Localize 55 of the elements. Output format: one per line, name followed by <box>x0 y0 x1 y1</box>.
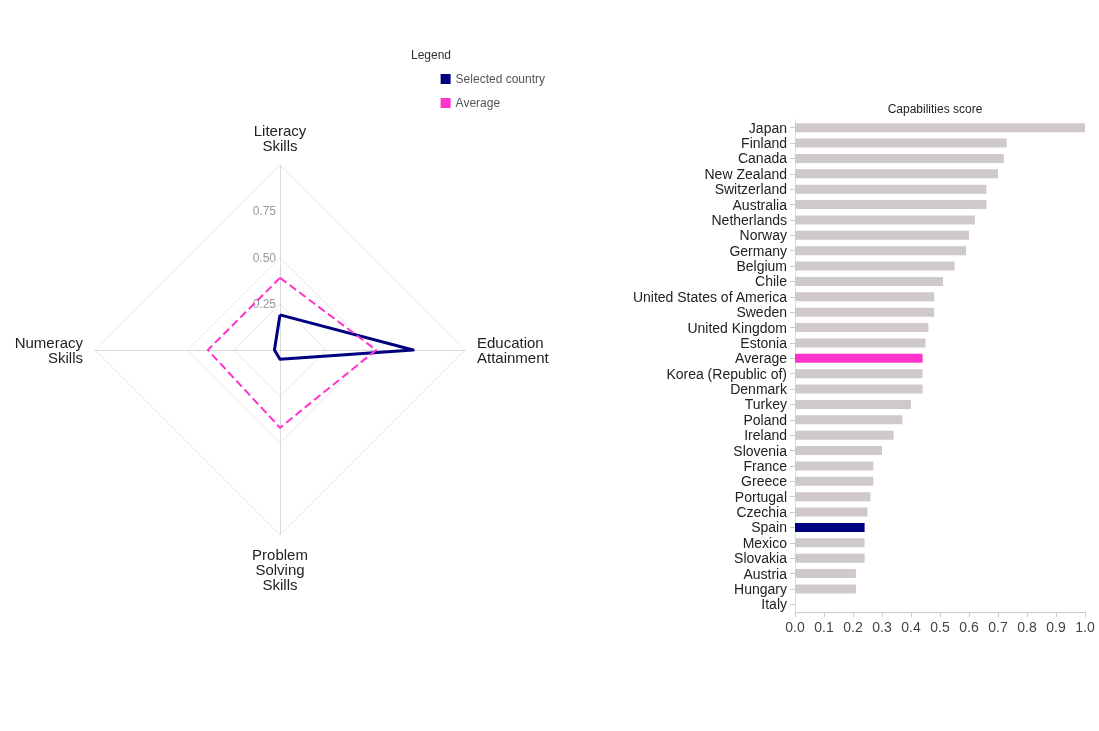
x-tick-label: 1.0 <box>1075 619 1095 635</box>
y-tick-label: France <box>743 457 788 474</box>
y-tick-label: Spain <box>751 519 787 536</box>
y-tick-label: Average <box>735 350 788 367</box>
x-tick-label: 0.7 <box>988 619 1008 635</box>
y-tick-label: Sweden <box>736 304 787 321</box>
spoke-label: Numeracy Skills <box>14 334 84 366</box>
x-tick-label: 0.6 <box>959 619 979 635</box>
y-tick-label: 0.25 <box>252 296 277 311</box>
bar <box>795 353 923 363</box>
legend-title: Legend <box>410 48 451 62</box>
y-tick-label: Germany <box>729 242 787 259</box>
y-tick-label: 0.75 <box>252 204 277 219</box>
y-tick-label: Canada <box>737 150 788 167</box>
y-tick-label: Australia <box>732 196 788 213</box>
y-tick-label: Greece <box>741 473 788 490</box>
x-tick-label: 0.8 <box>1017 619 1037 635</box>
y-tick-label: Belgium <box>736 258 787 275</box>
y-tick-label: United States of America <box>632 288 788 305</box>
y-tick-label: Czechia <box>736 504 788 521</box>
y-tick-label: Korea (Republic of) <box>666 365 787 382</box>
y-tick-label: Ireland <box>744 427 787 444</box>
y-tick-label: Poland <box>743 411 787 428</box>
x-tick-label: 0.0 <box>785 619 805 635</box>
spoke-label: Problem Solving Skills <box>252 546 308 593</box>
y-tick-label: Austria <box>743 565 788 582</box>
y-tick-label: Chile <box>755 273 788 290</box>
x-tick-label: 0.2 <box>843 619 863 635</box>
y-tick-label: Switzerland <box>714 181 787 198</box>
x-tick-label: 0.3 <box>872 619 892 635</box>
y-tick-label: Netherlands <box>711 211 787 228</box>
y-tick-label: United Kingdom <box>687 319 787 336</box>
y-tick-label: Slovakia <box>734 550 788 567</box>
x-tick-label: 0.9 <box>1046 619 1066 635</box>
chart-title: Capabilities score <box>887 102 983 116</box>
y-tick-label: New Zealand <box>704 165 787 182</box>
y-tick-label: Slovenia <box>733 442 788 459</box>
x-tick-label: 0.4 <box>901 619 921 635</box>
legend-label: Average <box>455 96 501 110</box>
legend-label: Selected country <box>455 72 546 86</box>
y-tick-label: Mexico <box>742 534 788 551</box>
y-tick-label: Portugal <box>734 488 787 505</box>
y-tick-label: Finland <box>741 135 787 152</box>
y-tick-label: Hungary <box>734 580 787 597</box>
x-tick-label: 0.1 <box>814 619 834 635</box>
y-tick-label: Denmark <box>730 381 788 398</box>
bar <box>795 522 865 532</box>
x-tick-label: 0.5 <box>930 619 950 635</box>
y-tick-label: Japan <box>748 119 787 136</box>
y-tick-label: 0.50 <box>252 250 277 265</box>
spoke-label: Literacy Skills <box>253 122 307 154</box>
y-tick-label: Norway <box>739 227 787 244</box>
y-tick-label: Italy <box>761 596 787 613</box>
y-tick-label: Turkey <box>744 396 787 413</box>
spoke-label: Education Attainment <box>477 334 550 366</box>
